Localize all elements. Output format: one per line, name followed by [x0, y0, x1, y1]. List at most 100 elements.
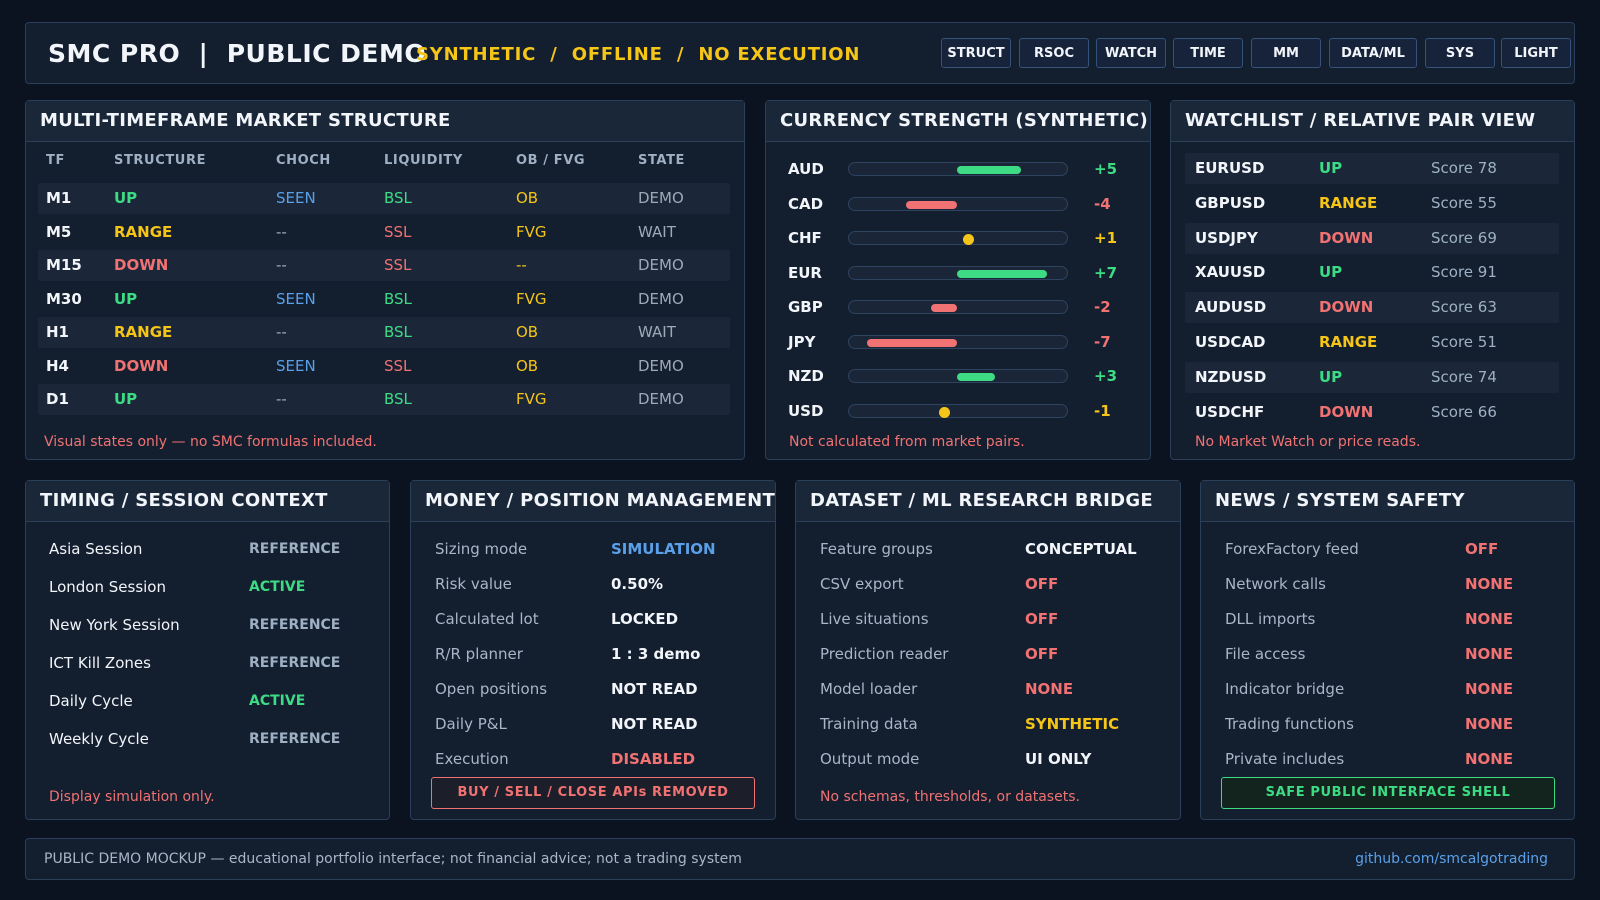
cell-structure: UP — [114, 189, 138, 207]
strength-value: -7 — [1094, 332, 1111, 351]
watchlist-panel: WATCHLIST / RELATIVE PAIR VIEW EURUSD UP S… — [1170, 100, 1575, 460]
list-item[interactable]: XAUUSD UP Score 91 — [1185, 257, 1559, 288]
money-row: Calculated lot LOCKED — [435, 607, 765, 631]
cell-liquidity: SSL — [384, 222, 412, 241]
list-item[interactable]: AUDUSD DOWN Score 63 — [1185, 292, 1559, 324]
money-row: Execution DISABLED — [435, 747, 765, 771]
pair-score: Score 63 — [1431, 298, 1497, 317]
cell-tf: M1 — [46, 189, 72, 207]
strength-row-nzd: NZD +3 — [766, 361, 1146, 391]
pair-score: Score 51 — [1431, 333, 1497, 351]
strength-value: -4 — [1094, 194, 1111, 213]
pair-trend: DOWN — [1319, 228, 1374, 247]
money-label: Risk value — [435, 575, 512, 593]
pair-symbol: NZDUSD — [1195, 367, 1267, 386]
timing-note: Display simulation only. — [49, 789, 215, 805]
footer-disclaimer: PUBLIC DEMO MOCKUP — educational portfol… — [44, 851, 742, 867]
cell-tf: M5 — [46, 222, 72, 241]
dataset-row: Model loader NONE — [820, 677, 1150, 701]
strength-value: +1 — [1094, 229, 1118, 247]
pair-trend: RANGE — [1319, 193, 1378, 212]
cell-liquidity: SSL — [384, 356, 412, 375]
list-item[interactable]: USDJPY DOWN Score 69 — [1185, 222, 1559, 254]
money-row: R/R planner 1 : 3 demo — [435, 642, 765, 666]
list-item[interactable]: NZDUSD UP Score 74 — [1185, 361, 1559, 393]
cell-choch: -- — [276, 323, 287, 341]
nav-button-time[interactable]: TIME — [1173, 38, 1243, 68]
dataset-row: Prediction reader OFF — [820, 642, 1150, 666]
safety-row: Private includes NONE — [1225, 747, 1555, 771]
column-header-state: STATE — [638, 153, 686, 168]
strength-bar-fill — [905, 200, 957, 209]
money-label: Daily P&L — [435, 715, 507, 733]
watchlist-title: WATCHLIST / RELATIVE PAIR VIEW — [1171, 101, 1574, 142]
cell-structure: RANGE — [114, 222, 173, 241]
strength-marker-dot — [939, 406, 950, 418]
cell-state: DEMO — [638, 189, 684, 207]
cell-obfvg: -- — [516, 256, 527, 274]
pair-trend: DOWN — [1319, 402, 1374, 421]
session-label: New York Session — [49, 616, 180, 634]
strength-row-gbp: GBP -2 — [766, 292, 1146, 322]
session-label: ICT Kill Zones — [49, 654, 151, 672]
nav-button-sys[interactable]: SYS — [1425, 38, 1495, 68]
pair-symbol: XAUUSD — [1195, 263, 1266, 282]
strength-marker-dot — [963, 234, 974, 245]
cell-tf: M15 — [46, 256, 82, 274]
nav-button-struct[interactable]: STRUCT — [941, 38, 1011, 68]
strength-bar-track — [848, 162, 1068, 176]
safety-badge: SAFE PUBLIC INTERFACE SHELL — [1221, 777, 1555, 809]
money-row: Open positions NOT READ — [435, 677, 765, 701]
cell-structure: DOWN — [114, 256, 169, 274]
pair-trend: UP — [1319, 263, 1343, 282]
strength-title: CURRENCY STRENGTH (SYNTHETIC) — [766, 101, 1150, 142]
dataset-row: Output mode UI ONLY — [820, 747, 1150, 771]
dataset-label: CSV export — [820, 575, 904, 593]
safety-label: Private includes — [1225, 750, 1345, 768]
pair-trend: UP — [1319, 367, 1343, 386]
cell-structure: DOWN — [114, 356, 169, 375]
session-status: REFERENCE — [249, 617, 341, 633]
session-status: REFERENCE — [249, 541, 341, 557]
cell-liquidity: BSL — [384, 390, 412, 408]
session-status: REFERENCE — [249, 731, 341, 747]
session-row: Daily Cycle ACTIVE — [49, 689, 369, 713]
structure-note: Visual states only — no SMC formulas inc… — [44, 434, 377, 450]
dataset-row: Feature groups CONCEPTUAL — [820, 537, 1150, 561]
dataset-label: Feature groups — [820, 540, 933, 558]
cell-structure: UP — [114, 289, 138, 308]
cell-choch: -- — [276, 390, 287, 408]
nav-button-mm[interactable]: MM — [1251, 38, 1321, 68]
column-header-tf: TF — [46, 153, 65, 168]
cell-tf: D1 — [46, 390, 69, 408]
safety-title: NEWS / SYSTEM SAFETY — [1201, 481, 1574, 522]
session-row: London Session ACTIVE — [49, 575, 369, 599]
cell-structure: UP — [114, 390, 138, 408]
strength-row-chf: CHF +1 — [766, 223, 1146, 253]
footer-github-link[interactable]: github.com/smcalgotrading — [1355, 851, 1548, 867]
dataset-label: Training data — [820, 715, 918, 733]
nav-button-rsoc[interactable]: RSOC — [1019, 38, 1089, 68]
nav-button-light[interactable]: LIGHT — [1501, 38, 1571, 68]
currency-label: USD — [788, 401, 824, 420]
list-item[interactable]: USDCHF DOWN Score 66 — [1185, 397, 1559, 428]
strength-bar-track — [848, 196, 1068, 211]
pair-symbol: USDCAD — [1195, 333, 1266, 351]
nav-button-data-ml[interactable]: DATA/ML — [1329, 38, 1417, 68]
cell-choch: -- — [276, 222, 287, 241]
list-item[interactable]: GBPUSD RANGE Score 55 — [1185, 188, 1559, 219]
safety-row: DLL imports NONE — [1225, 607, 1555, 631]
session-label: Asia Session — [49, 540, 143, 558]
cell-liquidity: BSL — [384, 289, 412, 308]
nav-button-watch[interactable]: WATCH — [1096, 38, 1166, 68]
pair-symbol: EURUSD — [1195, 159, 1265, 177]
list-item[interactable]: EURUSD UP Score 78 — [1185, 153, 1559, 184]
list-item[interactable]: USDCAD RANGE Score 51 — [1185, 327, 1559, 358]
table-row: M1 UP SEEN BSL OB DEMO — [38, 183, 730, 214]
dataset-title: DATASET / ML RESEARCH BRIDGE — [796, 481, 1180, 522]
money-label: Sizing mode — [435, 540, 528, 558]
strength-bar-track — [848, 369, 1068, 383]
money-row: Daily P&L NOT READ — [435, 712, 765, 736]
strength-bar-track — [848, 300, 1068, 314]
session-row: Asia Session REFERENCE — [49, 537, 369, 561]
